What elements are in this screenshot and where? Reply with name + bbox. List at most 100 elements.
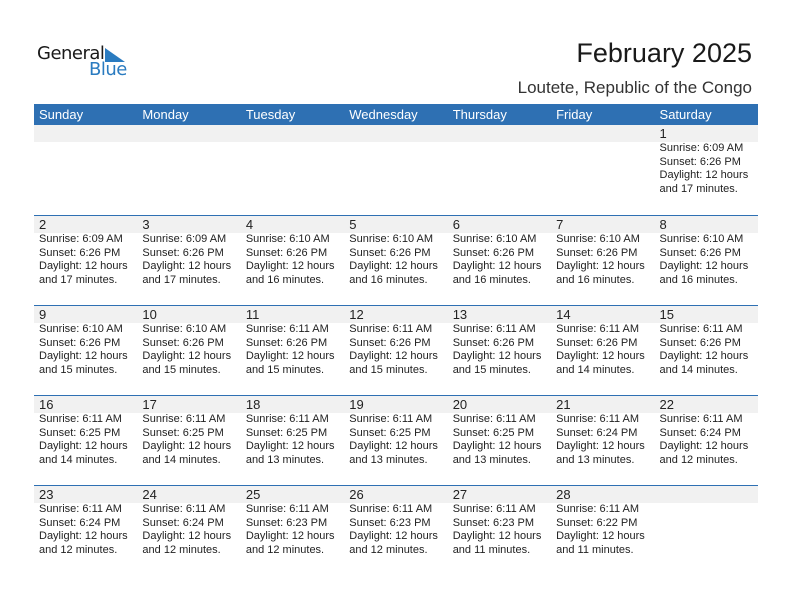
day-cell: 24 Sunrise: 6:11 AM Sunset: 6:24 PM Dayligh…: [137, 486, 240, 575]
daylight-minutes-text: and 16 minutes.: [349, 273, 428, 286]
day-number: 20: [452, 397, 468, 412]
daylight-text: Daylight: 12 hours: [142, 530, 232, 543]
day-cell: 23 Sunrise: 6:11 AM Sunset: 6:24 PM Dayligh…: [34, 486, 137, 575]
day-number: 18: [245, 397, 261, 412]
daylight-minutes-text: and 17 minutes.: [659, 182, 738, 195]
day-number: 15: [659, 307, 674, 322]
sunset-text: Sunset: 6:26 PM: [349, 246, 431, 259]
day-cell: 12 Sunrise: 6:11 AM Sunset: 6:26 PM Dayligh…: [344, 306, 447, 395]
daylight-text: Daylight: 12 hours: [245, 440, 335, 453]
day-cell: 26 Sunrise: 6:11 AM Sunset: 6:23 PM Dayligh…: [344, 486, 447, 575]
day-number: 6: [452, 217, 460, 232]
sunrise-text: Sunrise: 6:10 AM: [556, 233, 640, 245]
sunset-text: Sunset: 6:24 PM: [556, 426, 638, 439]
day-number: 4: [245, 217, 254, 232]
day-number-band: [34, 216, 758, 233]
sunrise-text: Sunrise: 6:11 AM: [142, 503, 226, 515]
day-cell: 1 Sunrise: 6:09 AM Sunset: 6:26 PM Daylight…: [655, 125, 758, 215]
daylight-text: Daylight: 12 hours: [659, 260, 749, 273]
day-number: 5: [349, 217, 357, 232]
daylight-minutes-text: and 13 minutes.: [452, 453, 531, 466]
day-cell: 4 Sunrise: 6:10 AM Sunset: 6:26 PM Daylight…: [241, 216, 344, 305]
daylight-minutes-text: and 15 minutes.: [39, 363, 118, 376]
location-subtitle: Loutete, Republic of the Congo: [517, 78, 752, 97]
day-number: 2: [39, 217, 47, 232]
day-number: 27: [452, 487, 468, 502]
day-cell: 3 Sunrise: 6:09 AM Sunset: 6:26 PM Daylight…: [137, 216, 240, 305]
sunrise-text: Sunrise: 6:09 AM: [142, 233, 227, 245]
weekday-saturday: Saturday: [659, 107, 712, 122]
day-cell: 15 Sunrise: 6:11 AM Sunset: 6:26 PM Dayligh…: [655, 306, 758, 395]
weekday-tuesday: Tuesday: [245, 107, 296, 122]
empty-day-cell: [448, 125, 551, 215]
sunrise-text: Sunrise: 6:11 AM: [556, 323, 640, 335]
day-number: 28: [556, 487, 571, 502]
sunset-text: Sunset: 6:26 PM: [39, 336, 121, 349]
empty-day-cell: [655, 486, 758, 575]
daylight-minutes-text: and 17 minutes.: [142, 273, 221, 286]
day-number: 10: [142, 307, 157, 322]
week-row: 23 Sunrise: 6:11 AM Sunset: 6:24 PM Dayligh…: [34, 485, 758, 575]
daylight-minutes-text: and 14 minutes.: [142, 453, 221, 466]
daylight-minutes-text: and 11 minutes.: [452, 543, 531, 556]
sunrise-text: Sunrise: 6:11 AM: [452, 323, 536, 335]
sunset-text: Sunset: 6:25 PM: [142, 426, 224, 439]
sunset-text: Sunset: 6:25 PM: [39, 426, 121, 439]
empty-day-cell: [137, 125, 240, 215]
weekday-monday: Monday: [142, 107, 189, 122]
sunset-text: Sunset: 6:24 PM: [659, 426, 741, 439]
daylight-text: Daylight: 12 hours: [39, 440, 128, 453]
sunset-text: Sunset: 6:26 PM: [659, 246, 741, 259]
sunrise-text: Sunrise: 6:09 AM: [39, 233, 123, 245]
daylight-minutes-text: and 13 minutes.: [349, 453, 428, 466]
day-cell: 28 Sunrise: 6:11 AM Sunset: 6:22 PM Dayligh…: [551, 486, 654, 575]
sunrise-text: Sunrise: 6:11 AM: [142, 413, 226, 425]
day-cell: 16 Sunrise: 6:11 AM Sunset: 6:25 PM Dayligh…: [34, 396, 137, 485]
weekday-friday: Friday: [556, 107, 593, 122]
day-number: 8: [659, 217, 667, 232]
day-cell: 5 Sunrise: 6:10 AM Sunset: 6:26 PM Daylight…: [344, 216, 447, 305]
day-number: 17: [142, 397, 157, 412]
sunrise-text: Sunrise: 6:11 AM: [245, 503, 329, 515]
daylight-text: Daylight: 12 hours: [245, 260, 335, 273]
daylight-text: Daylight: 12 hours: [39, 350, 128, 363]
daylight-text: Daylight: 12 hours: [142, 260, 232, 273]
sunrise-text: Sunrise: 6:10 AM: [452, 233, 537, 245]
daylight-minutes-text: and 17 minutes.: [39, 273, 118, 286]
day-number: 7: [556, 217, 564, 232]
day-cell: 22 Sunrise: 6:11 AM Sunset: 6:24 PM Dayligh…: [655, 396, 758, 485]
sunset-text: Sunset: 6:26 PM: [659, 336, 741, 349]
day-cell: 27 Sunrise: 6:11 AM Sunset: 6:23 PM Dayligh…: [448, 486, 551, 575]
daylight-minutes-text: and 16 minutes.: [452, 273, 531, 286]
sunset-text: Sunset: 6:26 PM: [245, 336, 328, 349]
sunset-text: Sunset: 6:25 PM: [245, 426, 328, 439]
sunrise-text: Sunrise: 6:11 AM: [659, 413, 743, 425]
daylight-text: Daylight: 12 hours: [39, 260, 128, 273]
day-cell: 8 Sunrise: 6:10 AM Sunset: 6:26 PM Daylight…: [655, 216, 758, 305]
day-number: 14: [556, 307, 571, 322]
daylight-minutes-text: and 15 minutes.: [142, 363, 221, 376]
week-row: 16 Sunrise: 6:11 AM Sunset: 6:25 PM Dayligh…: [34, 395, 758, 485]
week-row: 2 Sunrise: 6:09 AM Sunset: 6:26 PM Daylight…: [34, 215, 758, 305]
sunrise-text: Sunrise: 6:11 AM: [245, 323, 329, 335]
daylight-text: Daylight: 12 hours: [142, 440, 232, 453]
sunset-text: Sunset: 6:26 PM: [245, 246, 328, 259]
daylight-minutes-text: and 12 minutes.: [142, 543, 221, 556]
day-number: 24: [142, 487, 157, 502]
sunset-text: Sunset: 6:23 PM: [349, 516, 431, 529]
sunset-text: Sunset: 6:22 PM: [556, 516, 638, 529]
day-number: 25: [245, 487, 261, 502]
daylight-text: Daylight: 12 hours: [245, 530, 335, 543]
sunrise-text: Sunrise: 6:10 AM: [39, 323, 123, 335]
logo-triangle-icon: [105, 48, 125, 62]
day-cell: 9 Sunrise: 6:10 AM Sunset: 6:26 PM Daylight…: [34, 306, 137, 395]
daylight-minutes-text: and 15 minutes.: [452, 363, 531, 376]
sunrise-text: Sunrise: 6:10 AM: [245, 233, 330, 245]
sunset-text: Sunset: 6:26 PM: [556, 246, 638, 259]
sunset-text: Sunset: 6:26 PM: [349, 336, 431, 349]
day-number: 13: [452, 307, 468, 322]
day-number: 3: [142, 217, 150, 232]
weekday-sunday: Sunday: [39, 107, 84, 122]
day-number: 19: [349, 397, 364, 412]
day-number: 16: [39, 397, 54, 412]
